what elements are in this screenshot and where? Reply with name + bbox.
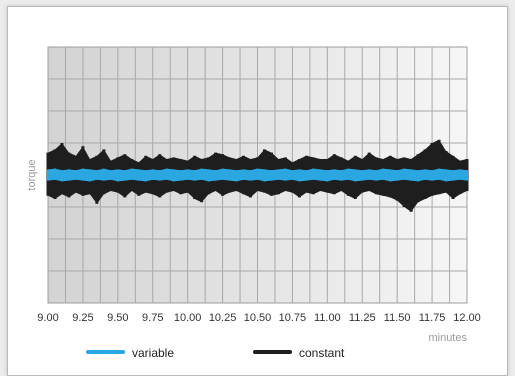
x-tick-label: 12.00	[453, 312, 481, 324]
legend: variable constant	[86, 346, 345, 360]
x-tick-label: 9.50	[107, 312, 128, 324]
x-tick-label: 10.25	[209, 312, 237, 324]
series-variable	[47, 168, 468, 182]
x-tick-label: 9.00	[37, 312, 58, 324]
torque-chart: 9.00 9.25 9.50 9.75 10.00 10.25 10.50 10.75 11.0…	[26, 46, 481, 360]
x-tick-label: 11.25	[349, 312, 376, 324]
x-tick-label: 11.75	[419, 312, 446, 324]
y-axis-title: torque	[26, 159, 38, 190]
x-tick-label: 10.00	[174, 312, 202, 324]
x-tick-label: 9.25	[72, 312, 93, 324]
x-tick-label: 9.75	[142, 312, 163, 324]
x-tick-label: 11.50	[384, 312, 411, 324]
series-layer	[46, 139, 469, 212]
legend-label: variable	[132, 346, 174, 360]
x-axis-title: minutes	[428, 332, 467, 344]
legend-item-variable: variable	[86, 346, 174, 360]
x-tick-label: 10.75	[279, 312, 307, 324]
x-tick-label: 11.00	[314, 312, 341, 324]
legend-label: constant	[299, 346, 345, 360]
x-tick-labels: 9.00 9.25 9.50 9.75 10.00 10.25 10.50 10.75 11.0…	[37, 312, 480, 324]
x-tick-label: 10.50	[244, 312, 272, 324]
chart-frame: 9.00 9.25 9.50 9.75 10.00 10.25 10.50 10.75 11.0…	[7, 6, 508, 376]
legend-item-constant: constant	[253, 346, 345, 360]
